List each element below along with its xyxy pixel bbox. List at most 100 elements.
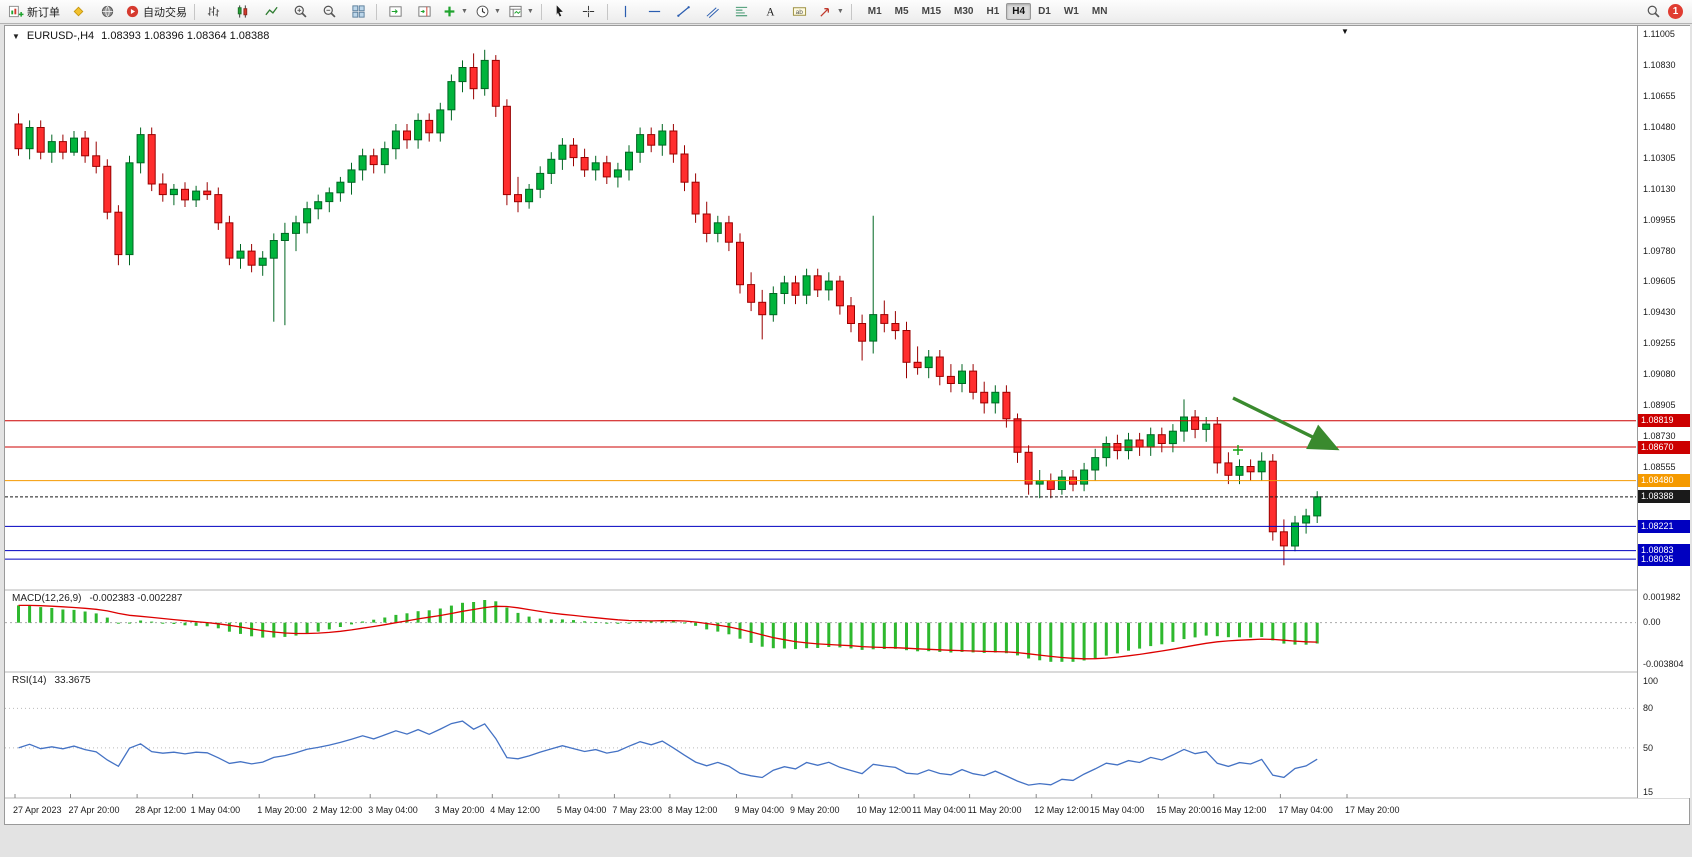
macd-bar — [1249, 622, 1253, 638]
trend-arrow[interactable] — [1232, 396, 1340, 451]
candle-body — [880, 314, 889, 324]
macd-bar — [871, 622, 875, 650]
candle-body — [225, 222, 234, 259]
new-order-label: 新订单 — [27, 6, 60, 19]
macd-bar — [172, 622, 176, 624]
timeframe-d1[interactable]: D1 — [1038, 6, 1051, 17]
search-button[interactable] — [1639, 2, 1667, 22]
macd-bar — [39, 607, 43, 623]
new-order-button[interactable]: 新订单 — [5, 2, 63, 22]
macd-bar — [1082, 622, 1086, 661]
price-chart[interactable] — [5, 26, 1689, 802]
macd-bar — [1138, 622, 1142, 649]
svg-text:ab: ab — [796, 9, 804, 16]
candle-body — [358, 155, 367, 171]
candle-body — [824, 280, 833, 291]
macd-bar — [949, 622, 953, 653]
price-tick-label: 1.09780 — [1643, 245, 1676, 256]
candle-body — [647, 134, 656, 146]
one-click-trading-toggle[interactable]: ▼ — [12, 31, 20, 41]
macd-bar — [1315, 622, 1319, 644]
line-chart-button[interactable] — [257, 2, 285, 22]
candle-body — [1080, 469, 1089, 485]
timeframe-h1[interactable]: H1 — [986, 6, 1000, 17]
candle-body — [514, 194, 522, 203]
candle-body — [1168, 430, 1177, 445]
candlestick-chart-button[interactable] — [228, 2, 256, 22]
time-label: 3 May 04:00 — [368, 805, 418, 815]
cursor-button[interactable] — [546, 2, 574, 22]
zoom-out-button[interactable] — [315, 2, 343, 22]
macd-bar — [838, 622, 842, 648]
price-axis[interactable]: 1.08819 1.08670 1.08480 1.08221 1.08083 1.080… — [1637, 26, 1690, 798]
fibonacci-button[interactable] — [728, 2, 756, 22]
macd-bar — [227, 622, 231, 632]
timeframe-m1[interactable]: M1 — [867, 6, 882, 17]
macd-bar — [816, 622, 820, 648]
candle-body — [658, 130, 667, 146]
metaeditor-button[interactable] — [64, 2, 92, 22]
candle-body — [292, 222, 300, 234]
time-label: 17 May 20:00 — [1345, 805, 1400, 815]
indicators-button[interactable]: ▼ — [439, 2, 471, 22]
timeframe-mn[interactable]: MN — [1091, 6, 1108, 17]
macd-bar — [372, 619, 376, 623]
horizontal-line-button[interactable] — [641, 2, 669, 22]
candle-body — [236, 250, 245, 259]
chart-shift-button[interactable] — [410, 2, 438, 22]
indicator-axis-label: -0.003804 — [1643, 659, 1684, 669]
price-tick-label: 1.10655 — [1643, 91, 1676, 102]
tile-windows-button[interactable] — [344, 2, 372, 22]
zoom-in-button[interactable] — [286, 2, 314, 22]
candle-body — [758, 301, 767, 316]
channel-button[interactable] — [699, 2, 727, 22]
macd-bar — [483, 600, 487, 623]
macd-bar — [1049, 622, 1053, 662]
candle-body — [447, 81, 456, 111]
bar-chart-button[interactable] — [199, 2, 227, 22]
timeframe-m30[interactable]: M30 — [954, 6, 974, 17]
community-button[interactable] — [93, 2, 121, 22]
timeframe-h4[interactable]: H4 — [1006, 3, 1032, 20]
candle-body — [691, 181, 700, 215]
timeframe-w1[interactable]: W1 — [1063, 6, 1079, 17]
vertical-line-button[interactable] — [612, 2, 640, 22]
text-button[interactable]: A — [757, 2, 785, 22]
timeframe-m15[interactable]: M15 — [921, 6, 942, 17]
price-tick-label: 1.09255 — [1643, 338, 1676, 349]
macd-bar — [1104, 622, 1108, 656]
time-label: 5 May 04:00 — [556, 805, 607, 815]
candle-body — [802, 275, 811, 296]
macd-bar — [905, 622, 908, 651]
candle-body — [81, 137, 90, 157]
label-button[interactable]: ab — [786, 2, 814, 22]
indicator-axis-label: 15 — [1643, 787, 1654, 797]
templates-button[interactable]: ▼ — [505, 2, 537, 22]
chart-window: ▼ EURUSD-,H4 1.08393 1.08396 1.08364 1.0… — [4, 25, 1690, 825]
candle-body — [303, 208, 312, 224]
candle-body — [1013, 418, 1022, 453]
scroll-to-end-marker[interactable]: ▼ — [1341, 27, 1349, 36]
time-label: 17 May 04:00 — [1278, 805, 1333, 815]
macd-bar — [1204, 622, 1208, 636]
candle-body — [858, 323, 867, 342]
arrows-button[interactable]: ▼ — [815, 2, 847, 22]
cross-marker[interactable] — [1233, 445, 1243, 455]
periods-button[interactable]: ▼ — [472, 2, 504, 22]
crosshair-button[interactable] — [575, 2, 603, 22]
candle-body — [258, 257, 267, 266]
candle-body — [414, 119, 423, 141]
algo-trading-button[interactable]: 自动交易 — [122, 2, 190, 22]
candle-body — [58, 141, 67, 153]
timeframe-m5[interactable]: M5 — [894, 6, 909, 17]
time-axis[interactable]: 27 Apr 2023 27 Apr 20:00 28 Apr 12:00 1 May… — [5, 802, 1689, 822]
new-order-icon — [8, 4, 24, 19]
trendline-button[interactable] — [670, 2, 698, 22]
notification-badge[interactable]: 1 — [1668, 4, 1683, 19]
chart-shift-icon — [417, 4, 432, 19]
toolbar-separator — [194, 3, 195, 20]
time-label: 7 May 23:00 — [612, 805, 662, 815]
candle-body — [181, 188, 189, 201]
price-tag: 1.08035 — [1638, 552, 1690, 566]
auto-scroll-button[interactable] — [381, 2, 409, 22]
